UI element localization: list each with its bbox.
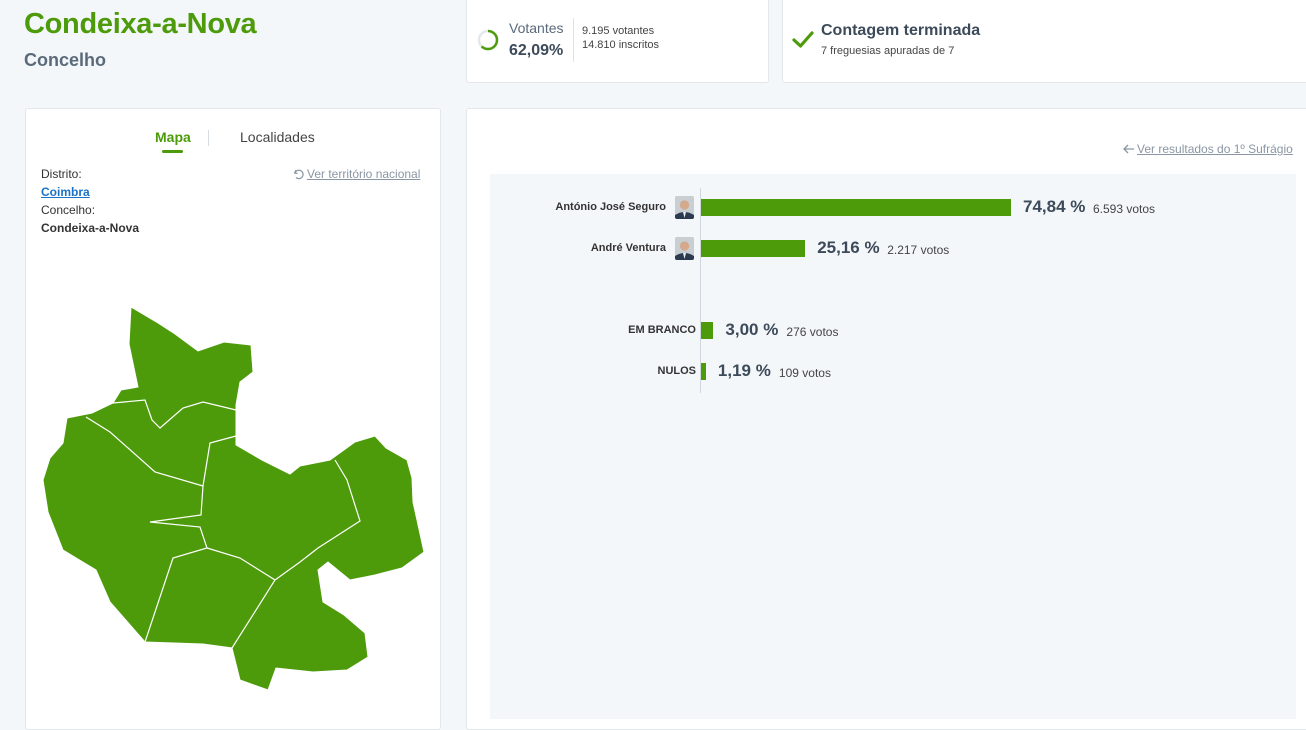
votantes-count: 9.195 votantes: [582, 25, 655, 37]
ver-1-sufragio-label: Ver resultados do 1º Sufrágio: [1137, 142, 1293, 156]
distrito-link[interactable]: Coimbra: [41, 185, 90, 199]
result-bar: [701, 240, 806, 257]
result-percent: 1,19 %: [717, 361, 771, 380]
page-subtitle: Concelho: [24, 50, 107, 70]
result-percent: 25,16 %: [817, 238, 880, 257]
votantes-card: [466, 0, 769, 83]
result-bar: [701, 363, 706, 380]
votantes-percent: 62,09%: [509, 42, 564, 59]
active-tab-indicator: [162, 150, 183, 153]
result-percent: 74,84 %: [1023, 197, 1086, 216]
result-votes: 109 votos: [778, 366, 831, 380]
results-chart: [490, 174, 1296, 719]
concelho-label: Concelho:: [41, 203, 96, 217]
ver-territorio-nacional-label: Ver território nacional: [307, 167, 421, 181]
distrito-label: Distrito:: [41, 167, 82, 181]
tab-divider: [208, 130, 209, 146]
contagem-subtitle: 7 freguesias apuradas de 7: [821, 45, 955, 57]
result-bar: [701, 199, 1011, 216]
candidate-photo: [675, 237, 694, 260]
candidate-name: António José Seguro: [555, 201, 666, 213]
freguesias-map[interactable]: [40, 300, 430, 695]
concelho-value: Condeixa-a-Nova: [41, 221, 140, 235]
result-percent: 3,00 %: [725, 320, 779, 339]
votantes-divider: [573, 18, 574, 62]
chart-axis: [700, 188, 701, 393]
inscritos-count: 14.810 inscritos: [582, 39, 660, 51]
contagem-card: [782, 0, 1306, 83]
checkmark-icon: [792, 31, 814, 48]
candidate-photo: [675, 196, 694, 219]
result-votes: 2.217 votos: [887, 243, 950, 257]
arrow-left-icon: [1123, 144, 1134, 154]
freguesia-region[interactable]: [42, 306, 425, 691]
candidate-name: EM BRANCO: [628, 324, 696, 336]
result-votes: 6.593 votos: [1093, 202, 1156, 216]
candidate-name: André Ventura: [590, 242, 666, 254]
tab-mapa[interactable]: Mapa: [155, 129, 191, 145]
participation-ring-icon: [477, 29, 499, 51]
candidate-name: NULOS: [657, 365, 697, 377]
result-bar: [701, 322, 714, 339]
result-votes: 276 votos: [786, 325, 839, 339]
page-title: Condeixa-a-Nova: [24, 8, 257, 40]
ver-territorio-nacional-link[interactable]: Ver território nacional: [293, 167, 420, 181]
undo-arrow-icon: [293, 169, 304, 180]
votantes-label: Votantes: [509, 20, 564, 36]
contagem-title: Contagem terminada: [821, 22, 981, 39]
tab-localidades[interactable]: Localidades: [240, 129, 315, 145]
ver-1-sufragio-link[interactable]: Ver resultados do 1º Sufrágio: [1123, 142, 1293, 156]
